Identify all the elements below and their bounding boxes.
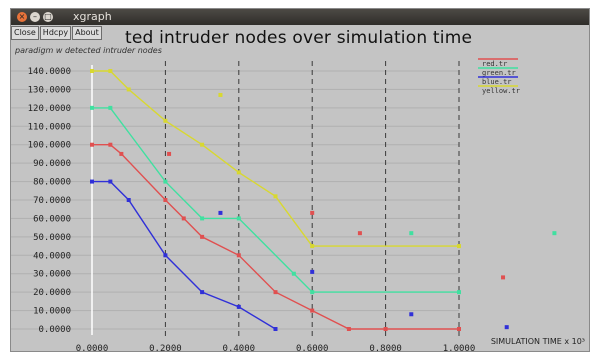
data-point bbox=[236, 253, 241, 258]
x-axis-label: SIMULATION TIME x 10³ bbox=[491, 337, 585, 346]
x-tick-label: 1.0000 bbox=[443, 344, 476, 351]
y-tick-label: 120.0000 bbox=[28, 104, 71, 114]
data-point bbox=[310, 308, 315, 313]
about-button[interactable]: About bbox=[72, 26, 102, 40]
outlier-point bbox=[409, 231, 414, 236]
data-point bbox=[200, 216, 205, 221]
close-button[interactable]: Close bbox=[11, 26, 39, 40]
outlier-point bbox=[501, 275, 506, 280]
series-line-yellow-tr bbox=[92, 70, 459, 247]
data-point bbox=[90, 105, 94, 110]
plot-title: ted intruder nodes over simulation time bbox=[125, 28, 473, 48]
legend-label: green.tr bbox=[482, 69, 516, 77]
data-point bbox=[200, 234, 205, 239]
x-tick-label: 0.6000 bbox=[296, 344, 329, 351]
outlier-point bbox=[310, 269, 315, 274]
data-point bbox=[236, 216, 241, 221]
data-point bbox=[119, 151, 124, 156]
outlier-point bbox=[218, 210, 223, 215]
data-point bbox=[457, 244, 461, 249]
data-point bbox=[126, 198, 131, 202]
legend-label: blue.tr bbox=[482, 78, 512, 86]
y-tick-label: 0.0000 bbox=[38, 325, 71, 335]
data-point bbox=[236, 170, 241, 175]
menu-bar: Close Hdcpy About bbox=[11, 26, 102, 41]
data-point bbox=[383, 327, 388, 331]
outlier-point bbox=[357, 231, 362, 236]
x-tick-label: 0.8000 bbox=[369, 344, 402, 351]
data-point bbox=[90, 69, 94, 73]
hardcopy-button[interactable]: Hdcpy bbox=[39, 26, 72, 40]
data-point bbox=[108, 105, 113, 110]
y-tick-label: 130.0000 bbox=[28, 85, 71, 95]
y-tick-label: 90.0000 bbox=[33, 159, 71, 169]
x-tick-label: 0.0000 bbox=[76, 344, 109, 351]
data-point bbox=[346, 327, 351, 331]
data-point bbox=[310, 290, 315, 295]
data-point bbox=[163, 179, 168, 184]
data-point bbox=[90, 179, 94, 184]
maximize-window-button[interactable]: □ bbox=[43, 12, 53, 22]
minimize-icon: – bbox=[33, 12, 37, 21]
data-point bbox=[291, 271, 296, 276]
legend-label: yellow.tr bbox=[482, 87, 520, 95]
data-point bbox=[457, 290, 461, 295]
data-point bbox=[163, 118, 168, 123]
y-tick-label: 20.0000 bbox=[33, 288, 71, 298]
y-tick-label: 110.0000 bbox=[28, 122, 71, 132]
window-title: xgraph bbox=[73, 10, 112, 23]
data-point bbox=[457, 327, 461, 331]
x-tick-label: 0.2000 bbox=[149, 344, 182, 351]
y-tick-label: 100.0000 bbox=[28, 141, 71, 151]
series-line-green-tr bbox=[92, 107, 459, 293]
data-point bbox=[163, 198, 168, 202]
outlier-point bbox=[409, 312, 414, 317]
outlier-point bbox=[504, 325, 509, 330]
outlier-point bbox=[167, 151, 172, 156]
y-tick-label: 50.0000 bbox=[33, 233, 71, 243]
y-tick-label: 140.0000 bbox=[28, 67, 71, 77]
maximize-icon: □ bbox=[44, 12, 52, 21]
data-point bbox=[273, 327, 278, 331]
close-icon: × bbox=[18, 12, 26, 21]
y-tick-label: 40.0000 bbox=[33, 251, 71, 261]
window-titlebar[interactable]: × – □ xgraph bbox=[11, 9, 589, 25]
legend-label: red.tr bbox=[482, 60, 507, 68]
plot-subtitle: paradigm w detected intruder nodes bbox=[15, 46, 162, 55]
y-tick-label: 30.0000 bbox=[33, 270, 71, 280]
data-point bbox=[200, 142, 205, 147]
y-tick-label: 60.0000 bbox=[33, 214, 71, 224]
data-point bbox=[200, 290, 205, 295]
y-tick-label: 10.0000 bbox=[33, 307, 71, 317]
outlier-point bbox=[218, 92, 223, 97]
minimize-window-button[interactable]: – bbox=[30, 12, 40, 22]
close-window-button[interactable]: × bbox=[17, 12, 27, 22]
outlier-point bbox=[310, 210, 315, 215]
outlier-point bbox=[552, 231, 557, 236]
data-point bbox=[108, 142, 113, 147]
data-point bbox=[236, 304, 241, 309]
data-point bbox=[108, 179, 113, 184]
data-point bbox=[273, 290, 278, 295]
data-point bbox=[181, 216, 186, 221]
plot-canvas: 0.0000 10.0000 20.0000 30.0000 40.0000 50.000… bbox=[11, 58, 585, 351]
xgraph-window: × – □ xgraph 0.0000 10.0000 20.0000 30.0000… bbox=[10, 8, 590, 352]
data-point bbox=[163, 253, 168, 258]
x-tick-label: 0.4000 bbox=[223, 344, 256, 351]
data-point bbox=[310, 244, 315, 249]
data-point bbox=[273, 194, 278, 199]
data-point bbox=[108, 69, 113, 73]
y-tick-label: 80.0000 bbox=[33, 178, 71, 188]
data-point bbox=[126, 87, 131, 92]
y-tick-label: 70.0000 bbox=[33, 196, 71, 206]
data-point bbox=[90, 142, 94, 147]
